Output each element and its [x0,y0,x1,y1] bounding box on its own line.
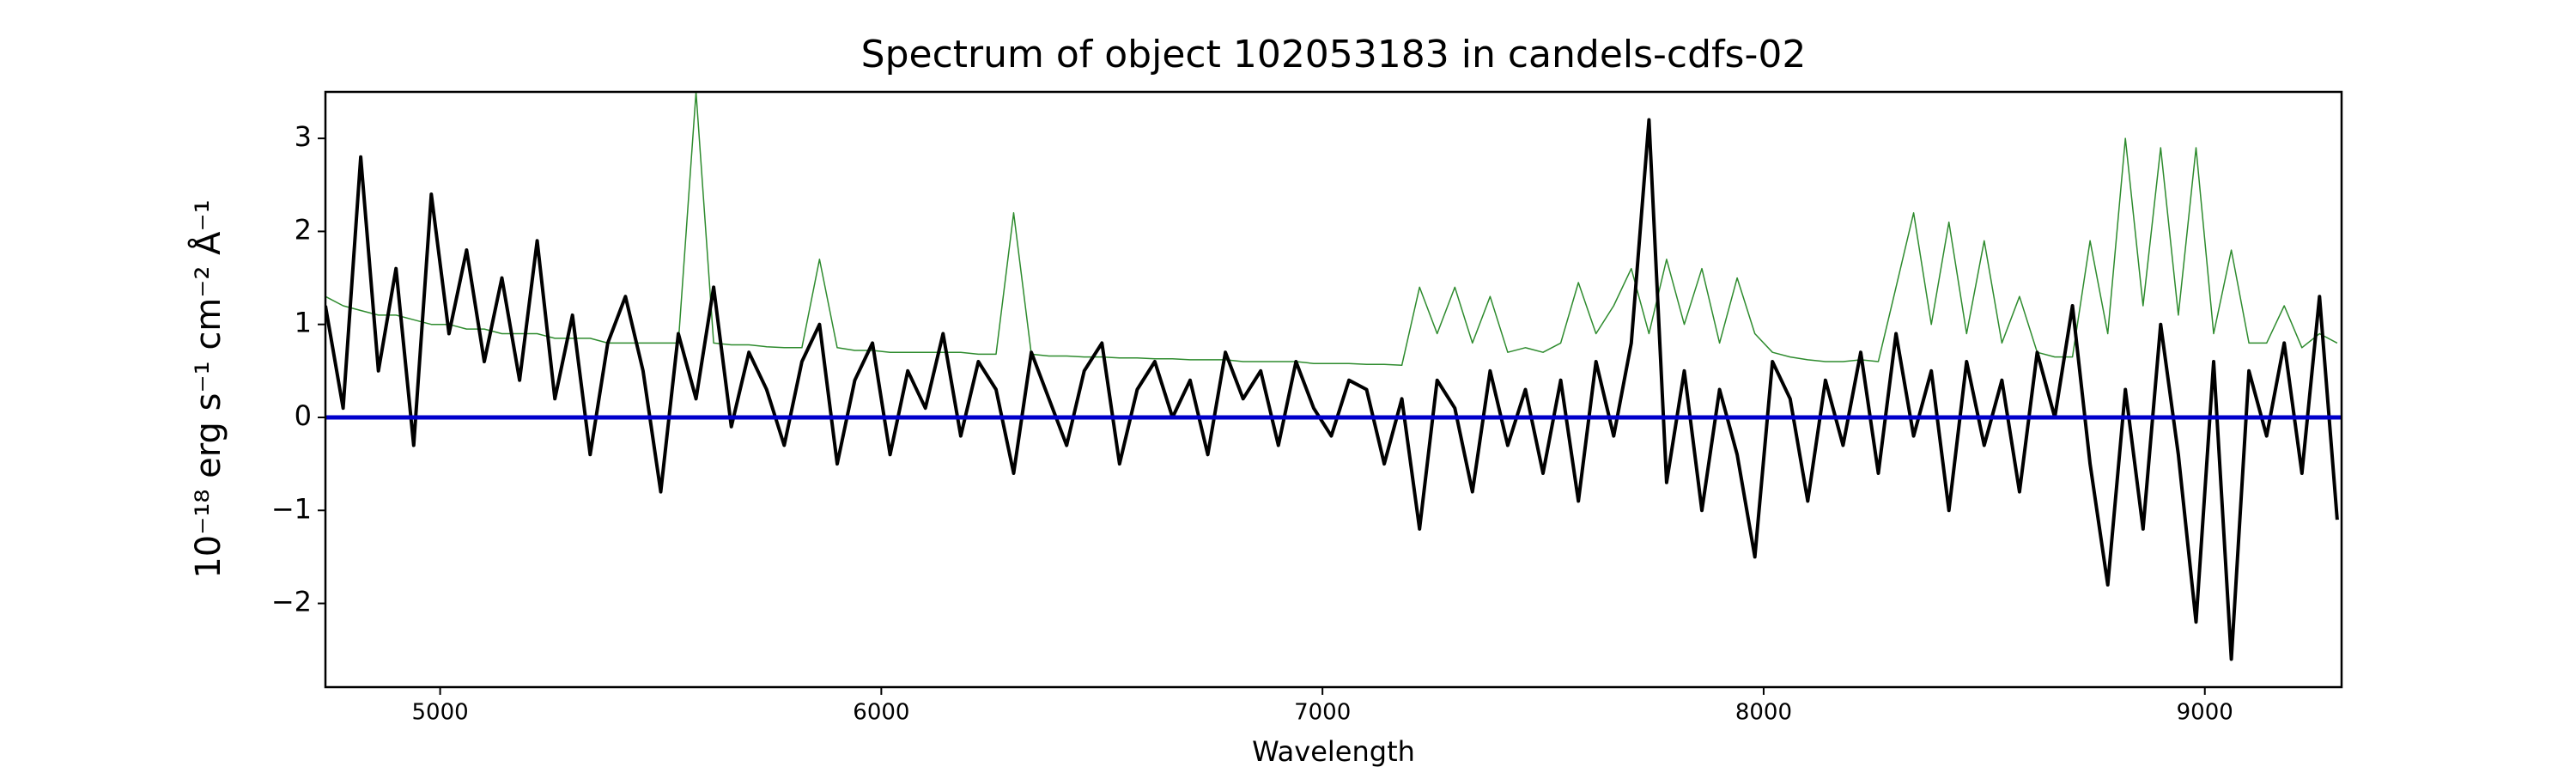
y-tick-label: −1 [271,492,312,525]
y-tick-label: 0 [295,399,312,432]
spectrum-line [325,118,2339,661]
x-tick-label: 7000 [1294,700,1351,726]
x-tick-label: 5000 [411,700,468,726]
x-axis-label: Wavelength [1252,735,1415,768]
y-tick-label: 1 [295,307,312,339]
axes-frame [324,90,2343,689]
x-tick-label: 8000 [1735,700,1792,726]
chart-title: Spectrum of object 102053183 in candels-… [861,33,1807,76]
spectrum-line [325,92,2338,367]
y-tick-label: −2 [271,586,312,618]
y-tick-label: 2 [295,213,312,246]
y-axis-label: 10⁻¹⁸ erg s⁻¹ cm⁻² Å⁻¹ [187,199,228,578]
x-tick-label: 6000 [853,700,909,726]
x-tick-label: 9000 [2177,700,2233,726]
y-tick-label: 3 [295,120,312,153]
